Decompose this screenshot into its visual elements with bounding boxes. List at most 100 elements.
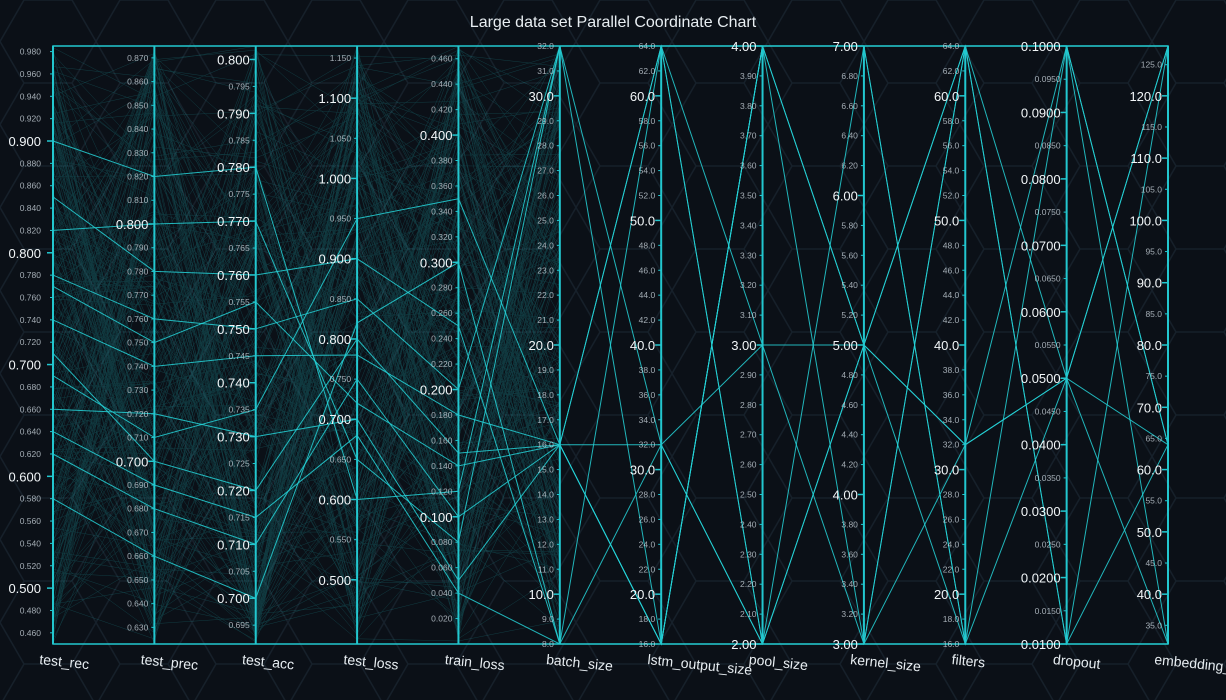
minor-tick-label: 48.0	[639, 240, 656, 250]
dense-line	[52, 107, 561, 588]
minor-tick-label: 5.60	[841, 250, 858, 260]
minor-tick-label: 3.70	[740, 131, 757, 141]
minor-tick-label: 0.0450	[1035, 406, 1061, 416]
dense-line	[52, 236, 561, 560]
minor-tick-label: 0.780	[20, 270, 42, 280]
dense-line	[52, 241, 560, 577]
minor-tick-label: 0.550	[330, 535, 352, 545]
major-tick-label: 6.00	[833, 189, 858, 204]
minor-tick-label: 15.0	[537, 465, 554, 475]
dense-line	[52, 52, 561, 512]
axis-label: test_prec	[140, 651, 199, 673]
dense-line	[52, 123, 561, 551]
minor-tick-label: 0.810	[127, 195, 149, 205]
minor-tick-label: 4.20	[841, 460, 858, 470]
dense-line	[52, 49, 560, 391]
dense-line	[52, 211, 560, 612]
dense-line	[52, 53, 561, 615]
dense-line	[52, 83, 560, 570]
dense-line	[52, 94, 561, 604]
dense-line	[52, 224, 561, 629]
major-tick-label: 30.0	[934, 463, 959, 478]
dense-line	[52, 93, 561, 498]
minor-tick-label: 52.0	[639, 191, 656, 201]
axis-batch_size: 8.0 9.0 11.0 12.0 13.0 14.0 15.0 16.0 17.0 18.0 19…	[529, 41, 614, 674]
dense-line	[52, 71, 561, 607]
major-tick-label: 0.700	[217, 591, 250, 606]
minor-tick-label: 28.0	[537, 141, 554, 151]
dense-line	[52, 109, 561, 632]
minor-tick-label: 0.740	[127, 361, 149, 371]
dense-line	[52, 231, 560, 609]
minor-tick-label: 0.650	[127, 575, 149, 585]
major-tick-label: 0.770	[217, 214, 250, 229]
axis-label: pool_size	[748, 651, 809, 673]
dense-line	[52, 321, 561, 591]
minor-tick-label: 6.40	[841, 131, 858, 141]
dense-line	[52, 99, 561, 586]
dense-line	[52, 99, 560, 604]
dense-line	[52, 88, 561, 605]
minor-tick-label: 62.0	[639, 66, 656, 76]
minor-tick-label: 31.0	[537, 66, 554, 76]
dense-line	[52, 53, 560, 524]
minor-tick-label: 45.0	[1145, 558, 1162, 568]
dense-line	[52, 126, 560, 644]
minor-tick-label: 0.750	[330, 374, 352, 384]
minor-tick-label: 0.960	[20, 69, 42, 79]
dense-line	[52, 234, 560, 523]
dense-line	[52, 46, 561, 637]
dense-line	[52, 268, 560, 558]
minor-tick-label: 5.80	[841, 220, 858, 230]
dense-line	[52, 57, 560, 541]
minor-tick-label: 0.880	[20, 158, 42, 168]
dense-line	[52, 85, 561, 633]
minor-tick-label: 46.0	[639, 265, 656, 275]
minor-tick-label: 0.080	[431, 537, 453, 547]
minor-tick-label: 0.0850	[1035, 141, 1061, 151]
dense-line	[52, 50, 561, 506]
dense-line	[52, 72, 560, 464]
major-tick-label: 10.0	[529, 587, 554, 602]
minor-tick-label: 0.860	[20, 181, 42, 191]
major-tick-label: 0.600	[319, 493, 352, 508]
dense-line	[52, 192, 561, 520]
minor-tick-label: 0.820	[127, 172, 149, 182]
major-tick-label: 0.720	[217, 483, 250, 498]
dense-line	[52, 224, 561, 604]
dense-line	[52, 74, 561, 534]
minor-tick-label: 0.0250	[1035, 539, 1061, 549]
major-tick-label: 50.0	[630, 213, 655, 228]
minor-tick-label: 44.0	[943, 290, 960, 300]
dense-line	[52, 47, 561, 603]
dense-line	[52, 163, 561, 601]
dense-line	[52, 106, 561, 611]
dense-line	[52, 349, 561, 610]
major-tick-label: 60.0	[934, 89, 959, 104]
minor-tick-label: 64.0	[943, 41, 960, 51]
minor-tick-label: 0.320	[431, 232, 453, 242]
major-tick-label: 0.500	[319, 573, 352, 588]
major-tick-label: 120.0	[1129, 89, 1162, 104]
minor-tick-label: 9.0	[542, 614, 554, 624]
minor-tick-label: 38.0	[943, 365, 960, 375]
minor-tick-label: 0.0550	[1035, 340, 1061, 350]
dense-line	[52, 101, 561, 636]
record-line-5	[52, 45, 1169, 646]
major-tick-label: 0.200	[420, 383, 453, 398]
minor-tick-label: 0.0950	[1035, 74, 1061, 84]
minor-tick-label: 42.0	[943, 315, 960, 325]
minor-tick-label: 0.840	[20, 203, 42, 213]
major-tick-label: 0.0300	[1021, 504, 1061, 519]
minor-tick-label: 2.90	[740, 370, 757, 380]
dense-line	[52, 251, 560, 635]
record-line-7	[52, 45, 1169, 645]
dense-line	[52, 86, 560, 412]
dense-line	[52, 149, 561, 570]
dense-line	[52, 221, 561, 622]
dense-line	[52, 226, 560, 577]
major-tick-label: 20.0	[529, 338, 554, 353]
dense-line	[52, 94, 560, 408]
dense-line	[52, 247, 561, 585]
dense-line	[52, 130, 561, 624]
